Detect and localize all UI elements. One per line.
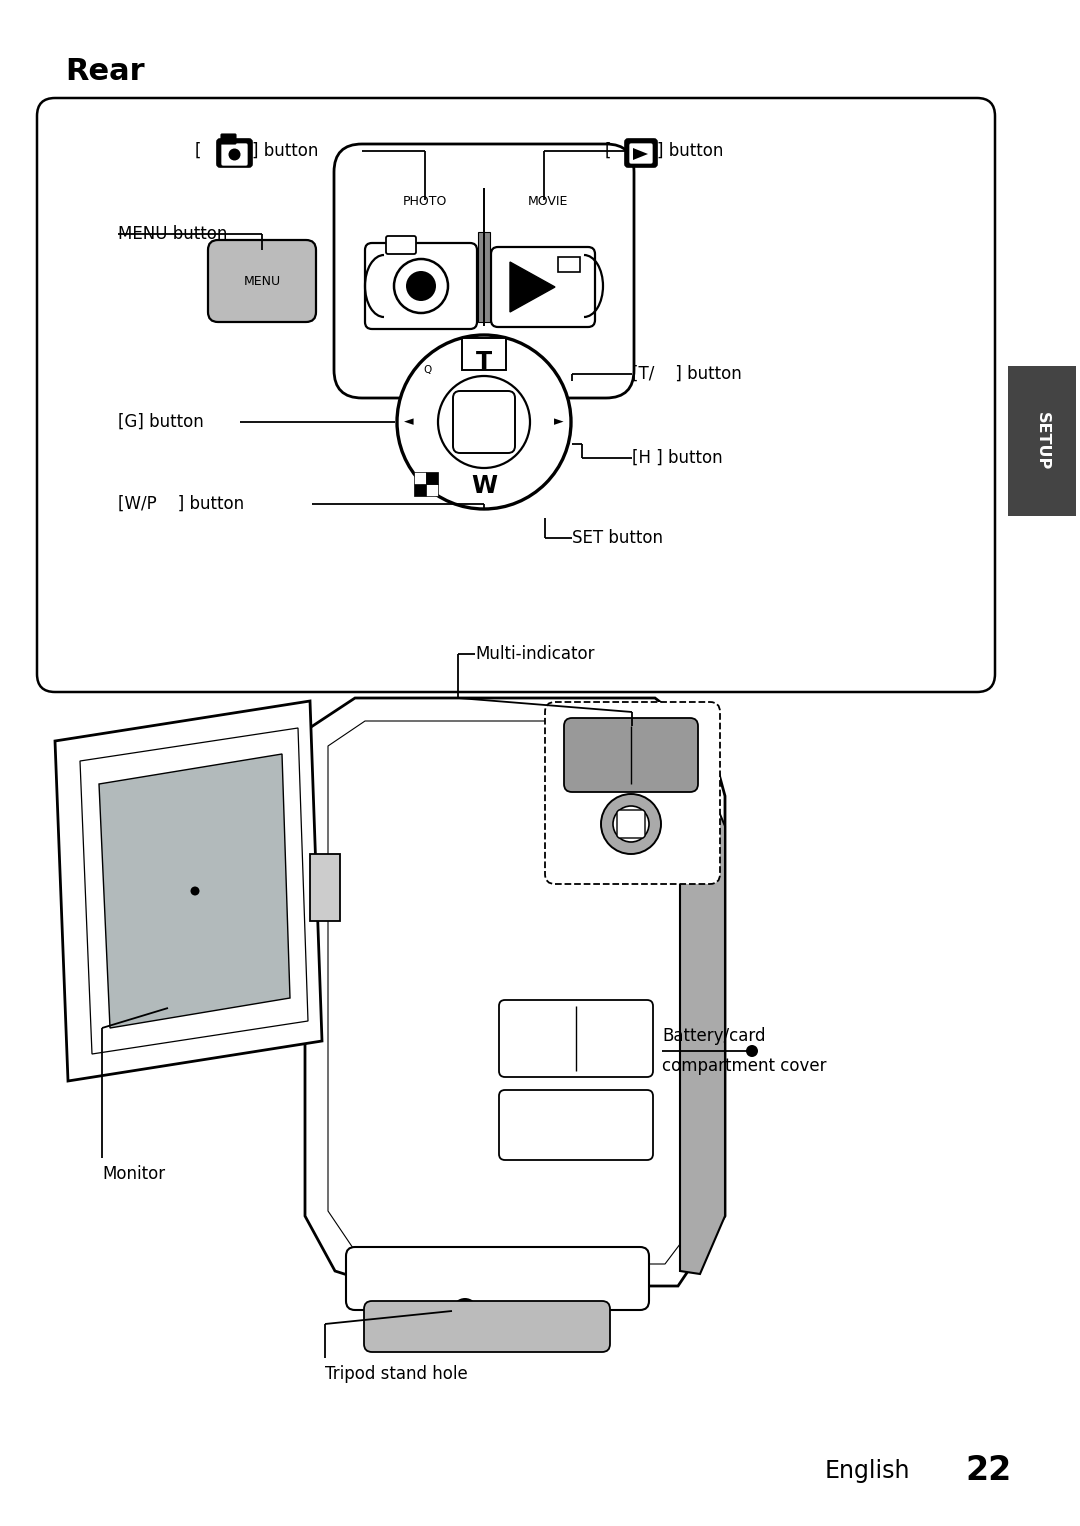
Polygon shape xyxy=(633,148,648,160)
FancyBboxPatch shape xyxy=(453,391,515,453)
Polygon shape xyxy=(55,700,322,1080)
FancyBboxPatch shape xyxy=(346,1247,649,1309)
Text: ◄: ◄ xyxy=(404,415,414,429)
Text: Tripod stand hole: Tripod stand hole xyxy=(325,1364,468,1383)
FancyBboxPatch shape xyxy=(545,702,720,884)
Text: [G] button: [G] button xyxy=(118,414,204,430)
Circle shape xyxy=(746,1045,758,1058)
FancyBboxPatch shape xyxy=(221,143,248,166)
Text: [: [ xyxy=(605,142,611,160)
Text: PHOTO: PHOTO xyxy=(403,194,447,208)
FancyBboxPatch shape xyxy=(37,98,995,691)
Text: MENU: MENU xyxy=(243,275,281,287)
FancyBboxPatch shape xyxy=(386,237,416,253)
Bar xyxy=(426,484,438,496)
Polygon shape xyxy=(99,754,291,1029)
Text: Monitor: Monitor xyxy=(102,1164,165,1183)
Polygon shape xyxy=(305,697,725,1286)
Text: ] button: ] button xyxy=(657,142,724,160)
Text: W: W xyxy=(471,475,497,497)
Circle shape xyxy=(190,887,200,896)
FancyBboxPatch shape xyxy=(617,810,645,838)
Text: Rear: Rear xyxy=(65,56,145,85)
Text: [W/P    ] button: [W/P ] button xyxy=(118,494,244,513)
Circle shape xyxy=(229,148,241,160)
Circle shape xyxy=(453,1299,478,1325)
FancyBboxPatch shape xyxy=(491,247,595,327)
Text: Q: Q xyxy=(423,365,432,375)
Circle shape xyxy=(438,375,530,468)
Circle shape xyxy=(397,336,571,510)
FancyBboxPatch shape xyxy=(221,134,237,143)
Polygon shape xyxy=(310,855,340,922)
FancyBboxPatch shape xyxy=(564,719,698,792)
Bar xyxy=(414,472,426,484)
Text: 22: 22 xyxy=(966,1454,1011,1488)
Text: [H ] button: [H ] button xyxy=(632,449,723,467)
Polygon shape xyxy=(510,262,555,311)
Text: Battery/card: Battery/card xyxy=(662,1027,766,1045)
Text: MENU button: MENU button xyxy=(118,224,228,243)
Bar xyxy=(414,484,426,496)
Text: English: English xyxy=(825,1459,910,1483)
Polygon shape xyxy=(680,771,725,1274)
Text: compartment cover: compartment cover xyxy=(662,1058,826,1074)
FancyBboxPatch shape xyxy=(629,143,653,163)
Text: SET button: SET button xyxy=(572,530,663,546)
Bar xyxy=(478,232,490,322)
Text: SETUP: SETUP xyxy=(1035,412,1050,470)
Text: T: T xyxy=(476,349,492,374)
Text: MOVIE: MOVIE xyxy=(528,194,568,208)
Text: [: [ xyxy=(195,142,202,160)
FancyBboxPatch shape xyxy=(499,1000,653,1077)
Circle shape xyxy=(406,272,436,301)
Circle shape xyxy=(613,806,649,842)
FancyBboxPatch shape xyxy=(625,139,657,166)
FancyBboxPatch shape xyxy=(365,243,477,330)
FancyBboxPatch shape xyxy=(499,1090,653,1160)
Polygon shape xyxy=(462,337,507,369)
Text: ►: ► xyxy=(554,415,564,429)
Text: ] button: ] button xyxy=(252,142,319,160)
FancyBboxPatch shape xyxy=(334,143,634,398)
Text: [T/    ] button: [T/ ] button xyxy=(632,365,742,383)
FancyBboxPatch shape xyxy=(208,240,316,322)
Bar xyxy=(426,472,438,484)
Bar xyxy=(558,256,580,272)
Text: Multi-indicator: Multi-indicator xyxy=(475,645,594,662)
Circle shape xyxy=(600,794,661,855)
FancyBboxPatch shape xyxy=(364,1302,610,1352)
FancyBboxPatch shape xyxy=(217,139,252,166)
Bar xyxy=(1008,366,1076,516)
